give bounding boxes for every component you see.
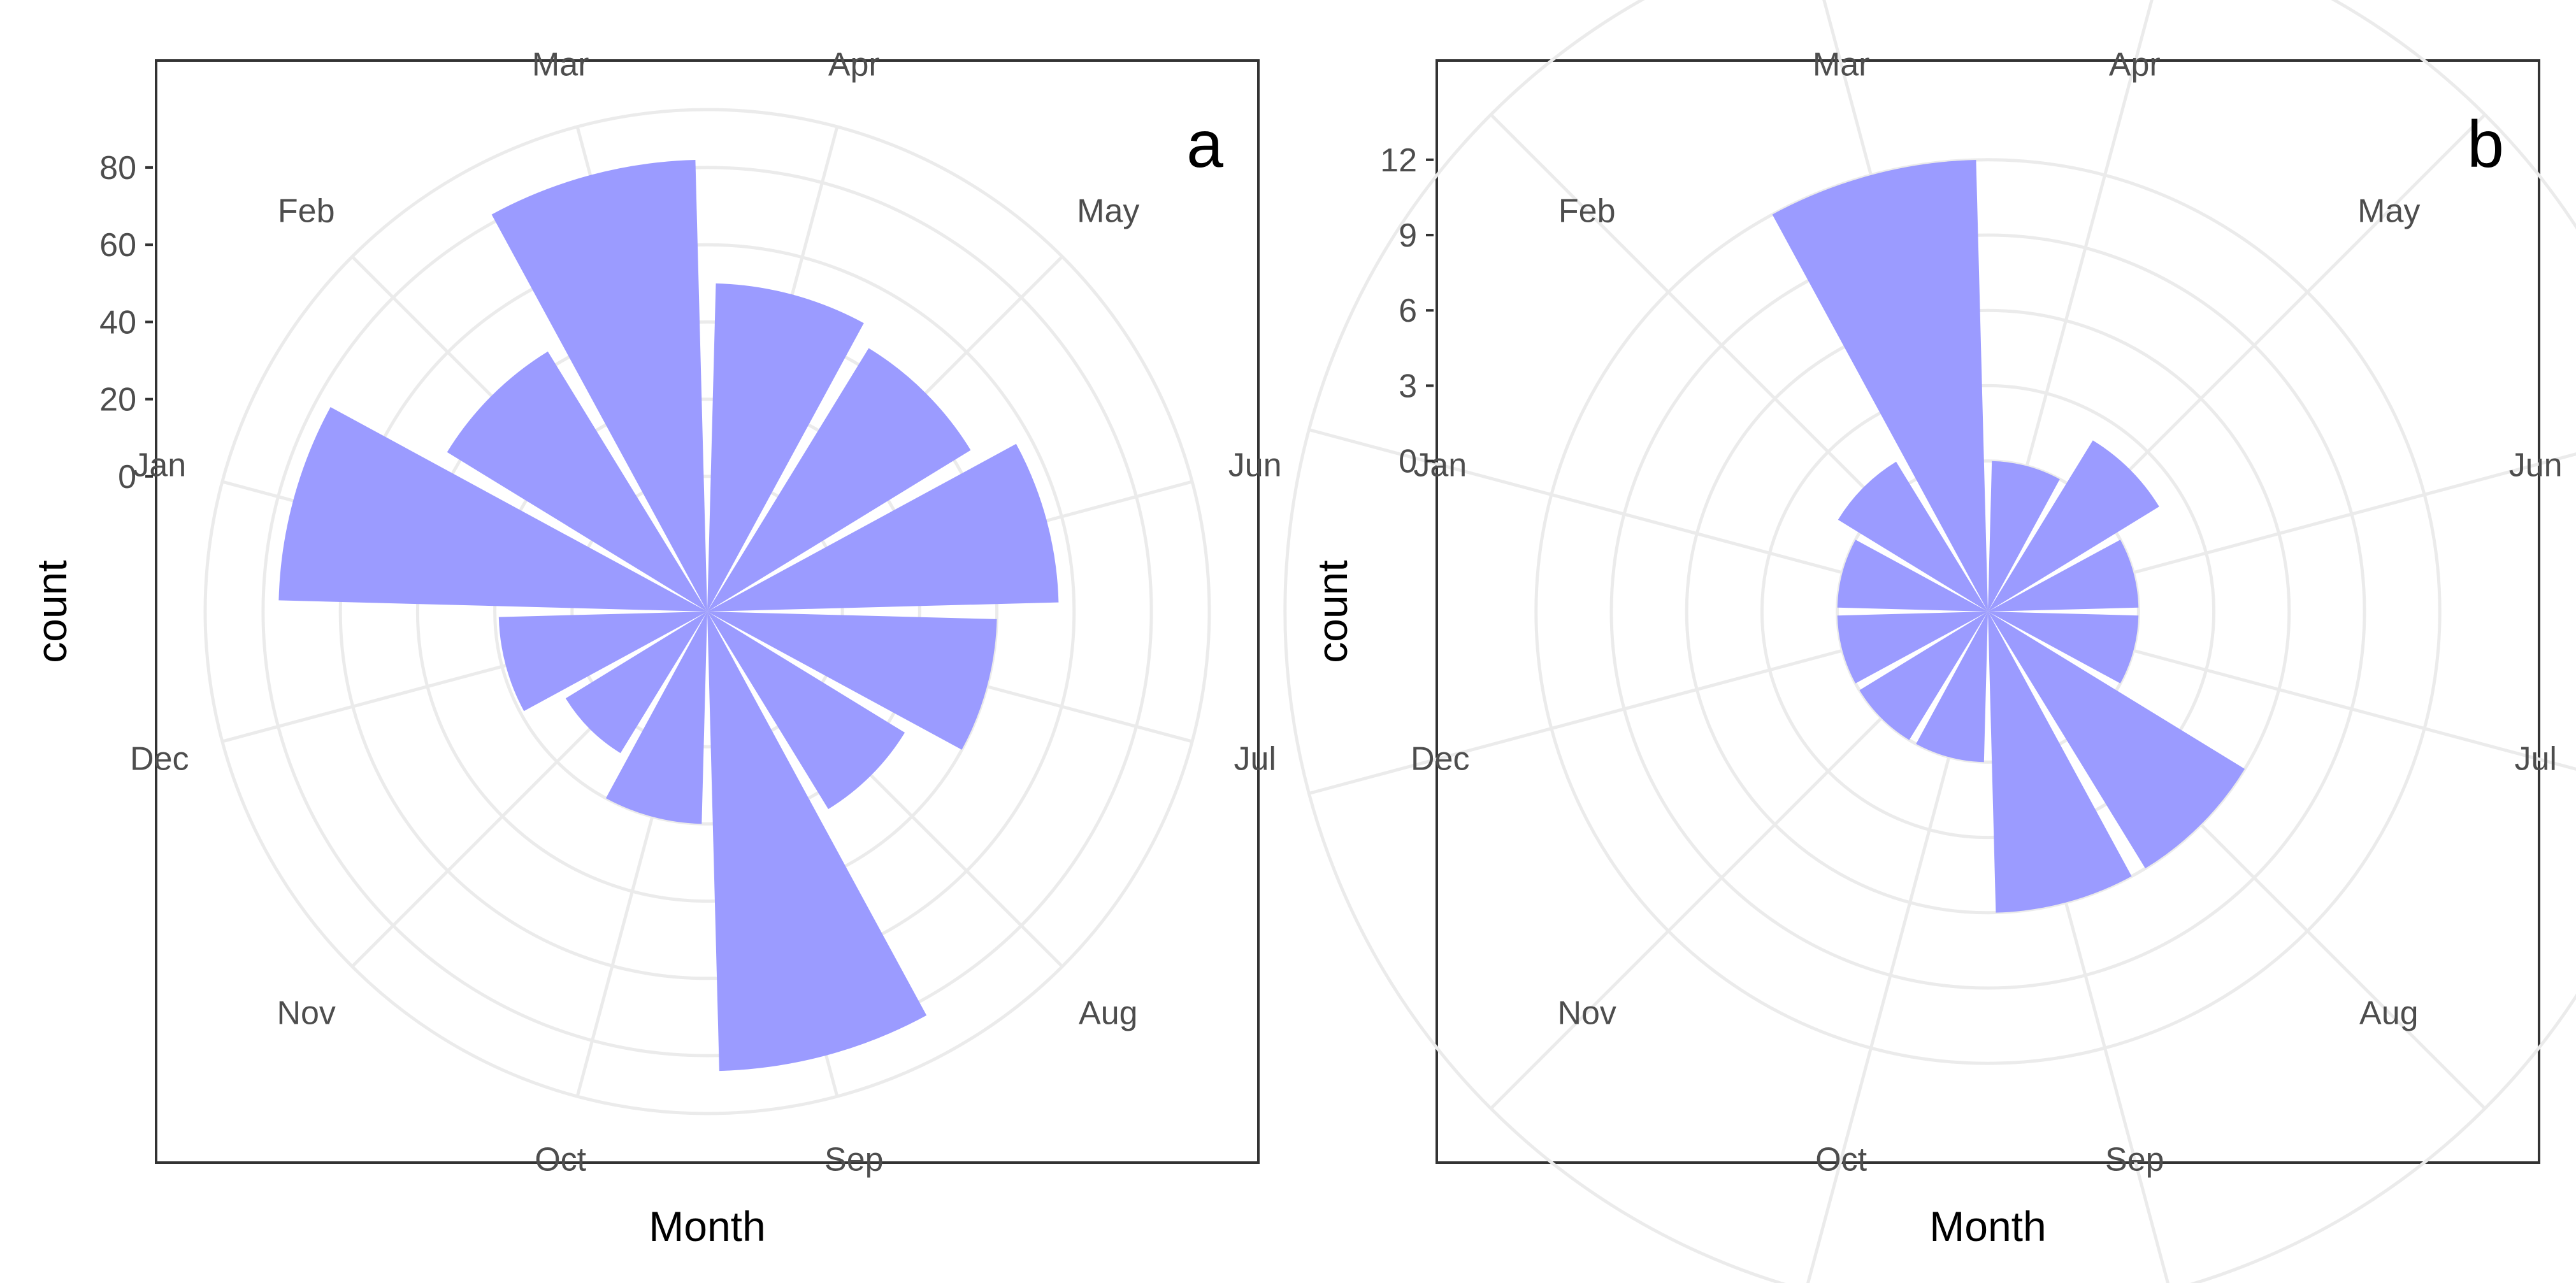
- bar-apr: [707, 283, 864, 612]
- panel-a-border: [155, 59, 1260, 1164]
- panel-b-border: [1436, 59, 2540, 1164]
- month-label-jan: Jan: [133, 447, 186, 484]
- grid-circle: [338, 243, 1076, 980]
- panel-b-x-title: Month: [1929, 1203, 2046, 1250]
- panel-b-month-labels: Jan Feb Mar Apr May Jun Jul Aug Sep Oct Nov Dec: [1411, 46, 2563, 1178]
- month-label-sep: Sep: [2105, 1142, 2164, 1179]
- panel-a-x-title: Month: [649, 1203, 765, 1250]
- month-label-jun: Jun: [1228, 447, 1282, 484]
- month-label-sep: Sep: [824, 1142, 884, 1179]
- grid-circle: [1534, 158, 2442, 1065]
- bar-jun: [1988, 540, 2139, 612]
- month-label-jul: Jul: [1234, 740, 1276, 777]
- bar-apr: [1988, 461, 2060, 612]
- y-tick-label: 40: [99, 304, 136, 341]
- y-tick-label: 0: [1399, 443, 1417, 480]
- month-label-may: May: [1077, 193, 1139, 230]
- month-label-nov: Nov: [1557, 994, 1616, 1031]
- panel-b-y-ticks: 0 3 6 9 12: [1380, 142, 1434, 480]
- grid-circle: [1283, 0, 2576, 1283]
- panel-a: Jan Feb Mar Apr May Jun Jul Aug Sep Oct Nov Dec 0 20…: [28, 46, 1282, 1250]
- month-label-aug: Aug: [1079, 994, 1138, 1031]
- bar-jul: [707, 612, 997, 750]
- bar-sep: [707, 612, 927, 1072]
- panel-a-bars: [278, 160, 1059, 1072]
- grid-circle: [570, 475, 844, 749]
- bar-dec: [1837, 612, 1988, 684]
- month-label-feb: Feb: [278, 193, 335, 230]
- grid-circle: [1836, 459, 2140, 764]
- panel-a-month-labels: Jan Feb Mar Apr May Jun Jul Aug Sep Oct Nov Dec: [130, 46, 1282, 1178]
- bar-dec: [498, 612, 707, 712]
- bar-oct: [605, 612, 707, 824]
- panel-a-y-ticks: 0 20 40 60 80: [99, 150, 153, 496]
- bar-sep: [1988, 612, 2132, 913]
- month-label-jan: Jan: [1413, 447, 1467, 484]
- y-tick-label: 6: [1399, 292, 1417, 329]
- y-tick-label: 0: [118, 459, 136, 496]
- bar-jan: [278, 407, 707, 612]
- month-label-apr: Apr: [828, 46, 880, 83]
- grid-circle: [493, 398, 921, 826]
- bar-feb: [447, 351, 707, 612]
- y-tick-label: 9: [1399, 217, 1417, 254]
- month-label-may: May: [2357, 193, 2420, 230]
- grid-circle: [1609, 233, 2366, 990]
- y-tick-label: 3: [1399, 368, 1417, 405]
- grid-circle: [1760, 383, 2216, 840]
- month-label-jun: Jun: [2509, 447, 2563, 484]
- bar-mar: [491, 160, 707, 612]
- y-tick-label: 20: [99, 382, 136, 419]
- y-tick-label: 80: [99, 150, 136, 187]
- bar-nov: [1859, 612, 1988, 740]
- bar-may: [1988, 440, 2159, 612]
- bar-mar: [1772, 160, 1988, 612]
- grid-circle: [415, 320, 999, 903]
- panel-b: Jan Feb Mar Apr May Jun Jul Aug Sep Oct Nov Dec 0 3 6…: [1283, 0, 2576, 1283]
- month-label-dec: Dec: [1411, 740, 1469, 777]
- bar-oct: [1916, 612, 1988, 763]
- month-label-mar: Mar: [1813, 46, 1870, 83]
- bar-aug: [1988, 612, 2245, 869]
- bar-jan: [1837, 540, 1988, 612]
- month-label-feb: Feb: [1558, 193, 1616, 230]
- bar-aug: [707, 612, 905, 810]
- grid-circle: [203, 108, 1211, 1115]
- bar-may: [707, 348, 971, 612]
- month-label-oct: Oct: [535, 1142, 586, 1179]
- month-label-apr: Apr: [2109, 46, 2161, 83]
- panel-b-y-title: count: [1309, 560, 1356, 663]
- panel-a-tag: a: [1186, 108, 1223, 182]
- month-label-mar: Mar: [532, 46, 589, 83]
- bar-jul: [1988, 612, 2139, 684]
- bar-nov: [565, 612, 707, 754]
- bar-feb: [1838, 461, 1988, 612]
- month-label-dec: Dec: [130, 740, 189, 777]
- bar-jun: [707, 443, 1059, 612]
- panel-b-bars: [1772, 160, 2245, 913]
- grid-circle: [261, 166, 1153, 1057]
- month-label-nov: Nov: [277, 994, 335, 1031]
- y-tick-label: 60: [99, 227, 136, 264]
- grid-circle: [1685, 308, 2291, 915]
- month-label-jul: Jul: [2514, 740, 2556, 777]
- panel-a-y-title: count: [28, 560, 75, 663]
- month-label-oct: Oct: [1815, 1142, 1867, 1179]
- month-label-aug: Aug: [2359, 994, 2419, 1031]
- panel-b-tag: b: [2467, 108, 2504, 182]
- y-tick-label: 12: [1380, 142, 1417, 179]
